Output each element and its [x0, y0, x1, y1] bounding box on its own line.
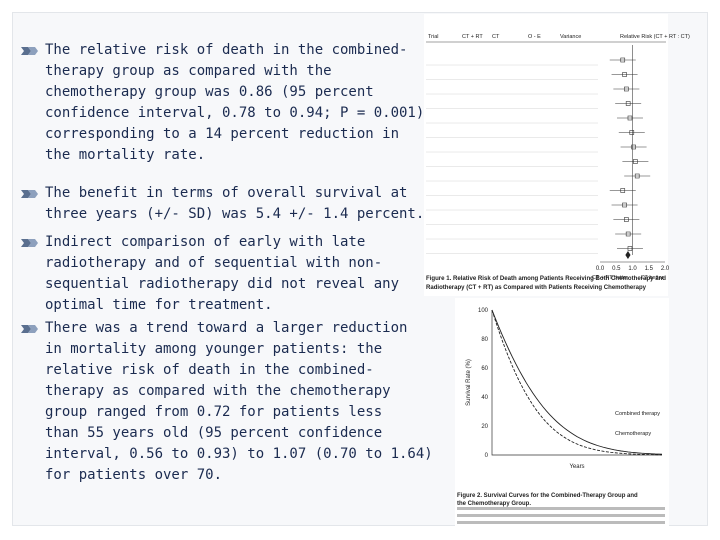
ci-box — [631, 144, 636, 150]
bullet-line: sequential radiotherapy did not reveal a… — [45, 276, 400, 292]
bullet-line: group ranged from 0.72 for patients less — [45, 404, 383, 420]
axis-label: 0.0 — [596, 266, 605, 272]
bullet-shape — [28, 47, 38, 55]
figure1-panel — [424, 14, 668, 296]
bullet-line: Indirect comparison of early with late — [45, 234, 366, 250]
column-header: Variance — [560, 34, 581, 40]
survival-plot: Survival Rate (%) 100 80 60 40 20 0 Combined th… — [457, 308, 665, 524]
bullet-shape — [28, 190, 38, 198]
axis-label: 1.0 — [628, 266, 637, 272]
bullet-line: The relative risk of death in the combin… — [45, 42, 408, 58]
y-tick-label: 60 — [481, 366, 488, 372]
caption: Radiotherapy (CT + RT) as Compared with … — [426, 284, 647, 291]
caption: Figure 2. Survival Curves for the Combin… — [457, 493, 638, 499]
ci-box — [620, 188, 626, 193]
bullet-line: therapy group as compared with the — [45, 63, 332, 79]
forest-plot: Trial CT + RT CT O - E Variance Relative Risk… — [426, 34, 690, 291]
column-header: CT + RT — [462, 34, 483, 40]
combined-curve — [491, 309, 663, 455]
bullet-line: relative risk of death in the combined- — [45, 362, 374, 378]
bullet-line: in mortality among younger patients: the — [45, 341, 383, 357]
better-label: CT better — [641, 275, 664, 281]
bullet-line: There was a trend toward a larger reduct… — [45, 320, 408, 336]
bullet-icon — [21, 239, 38, 247]
axis-label: 0.5 — [612, 266, 621, 272]
ci-box — [624, 217, 629, 222]
bullet-shape — [21, 47, 31, 55]
bullet-shape — [28, 325, 38, 333]
column-header: Trial — [428, 34, 439, 40]
axes — [491, 310, 662, 456]
bullet-line: radiotherapy and of sequential with non- — [45, 255, 383, 271]
ci-box — [624, 86, 629, 92]
bullet-shape — [21, 239, 31, 247]
bullet-line: chemotherapy group was 0.86 (95 percent — [45, 84, 374, 100]
axis-label: 1.5 — [645, 266, 654, 272]
bullet-icon — [21, 190, 38, 198]
bullet-line: The benefit in terms of overall survival… — [45, 185, 408, 201]
bullet-icon — [21, 47, 38, 55]
ci-box — [629, 130, 635, 135]
y-tick-label: 80 — [481, 337, 488, 343]
column-header: CT — [492, 34, 500, 40]
bullet-line: interval, 0.56 to 0.93) to 1.07 (0.70 to… — [45, 446, 433, 462]
figure2-panel — [455, 298, 669, 530]
ci-box — [625, 101, 631, 106]
y-axis-title: Survival Rate (%) — [466, 359, 472, 406]
bullet-icon — [21, 325, 38, 333]
bullet-line: for patients over 70. — [45, 467, 223, 483]
caption: the Chemotherapy Group. — [457, 501, 531, 507]
curve-label: Chemotherapy — [615, 431, 651, 437]
y-tick-label: 20 — [481, 424, 488, 430]
caption-text-block — [457, 521, 665, 524]
caption: Figure 1. Relative Risk of Death among P… — [426, 275, 666, 282]
ci-box — [625, 231, 631, 237]
axis-label: 2.0 — [661, 266, 670, 272]
ci-box — [622, 72, 627, 77]
bullet-line: the mortality rate. — [45, 147, 206, 163]
y-tick-label: 40 — [481, 395, 488, 401]
ci-box — [634, 173, 640, 179]
chemo-curve — [491, 309, 662, 456]
bullet-shape — [21, 190, 31, 198]
caption-text-block — [457, 514, 665, 517]
y-tick-label: 0 — [485, 453, 489, 459]
ci-box — [627, 115, 633, 121]
summary-diamond — [625, 251, 631, 259]
ci-box — [633, 159, 638, 164]
caption-text-block — [457, 507, 665, 510]
column-header: O - E — [528, 34, 541, 40]
bullet-line: than 55 years old (95 percent confidence — [45, 425, 383, 441]
bullet-shape — [28, 239, 38, 247]
y-tick-label: 100 — [478, 308, 489, 314]
bullet-shape — [21, 325, 31, 333]
curve-label: Combined therapy — [615, 411, 660, 417]
better-label: CT + RT better — [592, 275, 628, 281]
ci-box — [622, 202, 627, 208]
x-axis-title: Years — [569, 464, 584, 470]
bullet-line: therapy as compared with the chemotherap… — [45, 383, 391, 399]
ci-box — [627, 246, 633, 251]
bullet-line: optimal time for treatment. — [45, 297, 273, 313]
column-header: Relative Risk (CT + RT : CT) — [620, 34, 690, 40]
bullet-line: confidence interval, 0.78 to 0.94; P = 0… — [45, 105, 425, 121]
bullet-line: three years (+/- SD) was 5.4 +/- 1.4 per… — [45, 206, 425, 222]
bullet-line: corresponding to a 14 percent reduction … — [45, 126, 400, 142]
ci-box — [620, 57, 626, 63]
